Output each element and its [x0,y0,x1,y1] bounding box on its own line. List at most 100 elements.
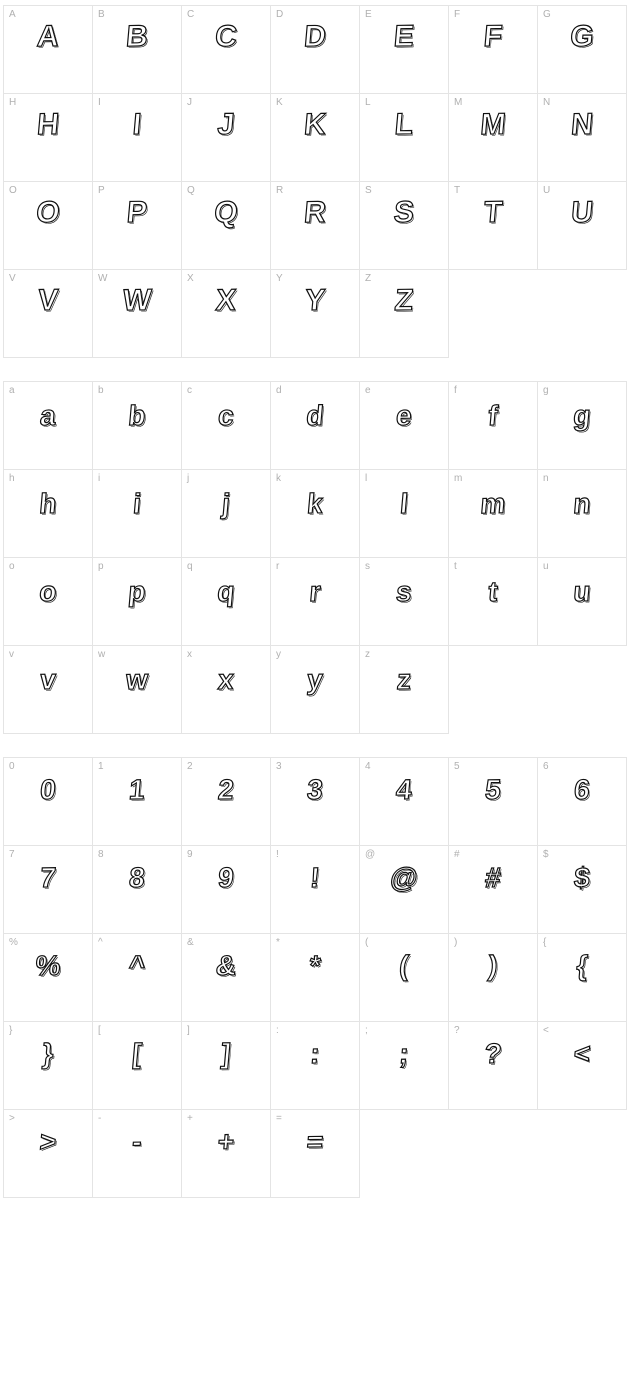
glyph-label: e [365,385,371,396]
glyph-cell: UU [537,181,627,270]
glyph-display: R [269,195,360,231]
glyph-display: ? [448,1037,539,1071]
glyph-display: ] [181,1037,272,1071]
glyph-cell: $$ [537,845,627,934]
glyph-display: F [447,19,538,55]
glyph-display: P [91,195,182,231]
glyph-label: 4 [365,761,371,772]
glyph-cell: ZZ [359,269,449,358]
grid-symbols: 00112233445566778899!!@@##$$%%^^&&**(())… [4,758,636,1198]
glyph-label: P [98,185,105,196]
glyph-cell: zz [359,645,449,734]
glyph-cell: && [181,933,271,1022]
glyph-display: Q [180,195,271,231]
glyph-display: 7 [3,861,94,895]
glyph-display: : [270,1037,361,1071]
glyph-cell: oo [3,557,93,646]
glyph-cell: xx [181,645,271,734]
glyph-display: W [91,283,182,319]
glyph-display: 2 [181,773,272,807]
glyph-cell: )) [448,933,538,1022]
glyph-label: m [454,473,462,484]
glyph-label: i [98,473,100,484]
glyph-cell: XX [181,269,271,358]
glyph-label: Q [187,185,195,196]
glyph-label: v [9,649,14,660]
glyph-label: h [9,473,15,484]
glyph-display: K [269,107,360,143]
glyph-cell: II [92,93,182,182]
glyph-label: < [543,1025,549,1036]
glyph-cell: %% [3,933,93,1022]
glyph-display: ^ [92,949,183,983]
glyph-display: J [180,107,271,143]
glyph-label: 9 [187,849,193,860]
glyph-label: s [365,561,370,572]
section-uppercase: AABBCCDDEEFFGGHHIIJJKKLLMMNNOOPPQQRRSSTT… [4,6,636,358]
glyph-display: 1 [92,773,183,807]
glyph-cell: AA [3,5,93,94]
glyph-cell: 44 [359,757,449,846]
glyph-label: > [9,1113,15,1124]
glyph-cell: FF [448,5,538,94]
glyph-label: W [98,273,107,284]
glyph-label: V [9,273,16,284]
glyph-display: D [269,19,360,55]
glyph-cell: 33 [270,757,360,846]
glyph-display: $ [537,861,628,895]
glyph-display: ( [359,949,450,983]
glyph-label: q [187,561,193,572]
glyph-label: K [276,97,283,108]
glyph-display: } [3,1037,94,1071]
glyph-label: b [98,385,104,396]
glyph-display: 4 [359,773,450,807]
glyph-cell: PP [92,181,182,270]
glyph-label: G [543,9,551,20]
glyph-label: o [9,561,15,572]
grid-uppercase: AABBCCDDEEFFGGHHIIJJKKLLMMNNOOPPQQRRSSTT… [4,6,636,358]
glyph-display: ; [359,1037,450,1071]
glyph-label: 7 [9,849,15,860]
glyph-cell: 11 [92,757,182,846]
glyph-display: - [92,1125,183,1159]
glyph-label: } [9,1025,12,1036]
glyph-display: G [536,19,627,55]
glyph-cell: 77 [3,845,93,934]
glyph-cell: KK [270,93,360,182]
glyph-display: % [3,949,94,983]
glyph-label: B [98,9,105,20]
glyph-display: d [270,399,361,433]
glyph-display: w [92,663,183,697]
glyph-cell: TT [448,181,538,270]
glyph-cell: NN [537,93,627,182]
glyph-display: V [2,283,93,319]
glyph-cell: 22 [181,757,271,846]
glyph-cell: RR [270,181,360,270]
glyph-display: 0 [3,773,94,807]
glyph-cell: @@ [359,845,449,934]
glyph-label: 0 [9,761,15,772]
glyph-cell: LL [359,93,449,182]
glyph-label: = [276,1113,282,1124]
glyph-label: @ [365,849,375,860]
glyph-display: m [448,487,539,521]
glyph-cell: BB [92,5,182,94]
glyph-cell: cc [181,381,271,470]
glyph-cell: ee [359,381,449,470]
glyph-cell: ;; [359,1021,449,1110]
glyph-display: a [3,399,94,433]
glyph-display: v [3,663,94,697]
glyph-display: o [3,575,94,609]
glyph-label: [ [98,1025,101,1036]
glyph-label: & [187,937,194,948]
glyph-display: 9 [181,861,272,895]
glyph-cell: OO [3,181,93,270]
glyph-display: S [358,195,449,231]
glyph-cell: MM [448,93,538,182]
glyph-label: ; [365,1025,368,1036]
glyph-label: 5 [454,761,460,772]
glyph-label: f [454,385,457,396]
glyph-label: 3 [276,761,282,772]
glyph-cell: 55 [448,757,538,846]
glyph-label: - [98,1113,101,1124]
